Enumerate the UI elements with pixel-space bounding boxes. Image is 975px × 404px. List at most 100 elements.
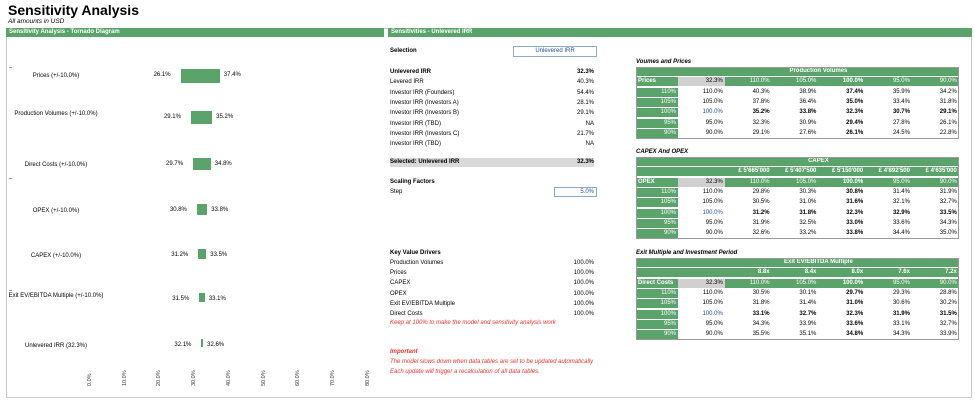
table-row-header: Direct Costs <box>638 279 674 286</box>
table-cell: 31.8% <box>752 300 770 307</box>
table-cell: 31.5% <box>939 310 957 317</box>
tornado-low-value: 31.2% <box>171 252 189 258</box>
driver-label: Prices <box>390 270 407 277</box>
axis-marker <box>9 67 12 68</box>
table-amount-cell: £ 5'407'500 <box>785 168 817 175</box>
important-line2: Each update will trigger a recalculation… <box>390 369 540 375</box>
tornado-row-label: Prices (+/-10.0%) <box>32 73 80 79</box>
table-cell: 33.9% <box>799 320 817 327</box>
tornado-high-value: 33.5% <box>210 252 228 258</box>
table-cell: 33.4% <box>892 98 910 105</box>
table-cell: 32.7% <box>939 320 957 327</box>
table-col-value: 110.0% <box>749 178 770 185</box>
table-row-label: 95% <box>636 118 678 128</box>
table-cell: 24.5% <box>892 129 910 136</box>
irr-row: Investor IRR (TBD) NA <box>390 120 594 129</box>
driver-value: 100.0% <box>573 290 594 297</box>
table-amount-cell: £ 5'665'000 <box>738 168 770 175</box>
table-cell: 90.0% <box>705 129 723 136</box>
table-cell: 34.3% <box>939 219 957 226</box>
irr-value: 28.1% <box>576 99 594 106</box>
tornado-row-label: Production Volumes (+/-10.0%) <box>14 111 98 117</box>
driver-value: 100.0% <box>573 270 594 277</box>
table-border <box>636 258 959 341</box>
table-cell: 105.0% <box>702 98 723 105</box>
table-cell: 90.0% <box>705 331 723 338</box>
table-amount-row <box>636 268 959 278</box>
table-cell: 40.3% <box>752 88 770 95</box>
tornado-high-value: 34.8% <box>214 161 232 167</box>
tornado-low-value: 29.1% <box>163 114 181 120</box>
table-cell: 28.8% <box>939 289 957 296</box>
table-col-header-text: Exit EV/EBITDA Multiple <box>784 259 853 265</box>
important-title: Important <box>390 349 418 355</box>
table-cell: 32.1% <box>892 199 910 206</box>
drivers-note: Keep at 100% to make the model and sensi… <box>390 320 556 326</box>
table-row-label: 100% <box>636 309 678 319</box>
table-cell: 100.0% <box>702 209 723 216</box>
table-col-header-text: Production Volumes <box>789 68 848 74</box>
table-amount-cell: 7.2x <box>945 269 957 276</box>
table-cell: 32.7% <box>939 199 957 206</box>
tornado-row-label: Exit EV/EBITDA Multiple (+/-10.0%) <box>8 293 104 299</box>
table-cell: 35.1% <box>799 331 817 338</box>
selection-label: Selection <box>390 48 417 54</box>
tornado-row-label: Direct Costs (+/-10.0%) <box>24 162 88 168</box>
table-cell: 95.0% <box>705 119 723 126</box>
table-row-label: 95% <box>636 319 678 329</box>
table-cell: 32.3% <box>846 109 864 116</box>
table-row-label: 100% <box>636 208 678 218</box>
table-cell: 29.8% <box>752 188 770 195</box>
tornado-low-value: 26.1% <box>153 72 171 78</box>
table-row-label: 90% <box>636 128 678 138</box>
table-cell: 110.0% <box>702 88 723 95</box>
table-col-value: 110.0% <box>749 279 770 286</box>
tornado-high-value: 33.8% <box>211 207 229 213</box>
irr-label: Unlevered IRR <box>390 69 432 75</box>
table-cell: 33.1% <box>752 310 770 317</box>
table-cell: 22.8% <box>939 129 957 136</box>
irr-value: 54.4% <box>576 89 594 96</box>
table-row-header: Prices <box>638 78 657 85</box>
tornado-band: Sensitivity Analysis - Tornado Diagram <box>6 28 384 37</box>
scaling-title: Scaling Factors <box>390 179 435 185</box>
selection-dropdown[interactable]: Unlevered IRR <box>513 46 597 57</box>
table-cell: 33.6% <box>892 219 910 226</box>
table-cell: 34.2% <box>939 88 957 95</box>
table-col-value: 90.0% <box>939 78 957 85</box>
driver-label: Production Volumes <box>390 260 444 266</box>
axis-tick-label: 30.0% <box>191 370 198 386</box>
axis-tick-label: 10.0% <box>121 370 128 386</box>
table-cell: 30.5% <box>752 199 770 206</box>
table-corner-cell: 32.3% <box>678 278 725 288</box>
tornado-row-label: Unlevered IRR (32.3%) <box>24 343 88 349</box>
driver-value: 100.0% <box>573 311 594 317</box>
irr-row: Investor IRR (TBD) NA <box>390 140 594 149</box>
table-cell: 100.0% <box>702 109 723 116</box>
table-amount-cell: 7.6x <box>898 269 910 276</box>
table-corner-cell: 32.3% <box>678 77 725 87</box>
axis-tick-label: 0.0% <box>87 373 93 386</box>
table-cell: 27.8% <box>892 119 910 126</box>
table-cell: 32.3% <box>752 119 770 126</box>
tornado-low-value: 30.8% <box>169 207 187 213</box>
tornado-row-label: OPEX (+/-10.0%) <box>32 208 80 214</box>
table-amount-cell: 8.8x <box>757 269 770 276</box>
important-line1: The model slows down when data tables ar… <box>390 359 594 365</box>
table-cell: 90.0% <box>705 230 723 237</box>
table-row-label: 90% <box>636 330 678 340</box>
table-cell: 32.3% <box>846 209 864 216</box>
table-amount-cell: 8.0x <box>851 269 864 276</box>
table-amount-cell: £ 4'635'000 <box>925 168 957 175</box>
table-row-label: 95% <box>636 218 678 228</box>
step-input[interactable]: 5.0% <box>554 187 597 197</box>
table-col-row <box>636 177 959 187</box>
table-cell: 30.2% <box>939 300 957 307</box>
table-cell: 26.1% <box>939 119 957 126</box>
axis-tick-label: 20.0% <box>156 370 163 386</box>
driver-value: 100.0% <box>573 300 594 307</box>
irr-label: Investor IRR (TBD) <box>390 141 442 148</box>
table-amount-cell: £ 5'150'000 <box>831 168 864 175</box>
table-cell: 29.1% <box>939 109 957 116</box>
axis-tick-label: 50.0% <box>260 370 267 386</box>
